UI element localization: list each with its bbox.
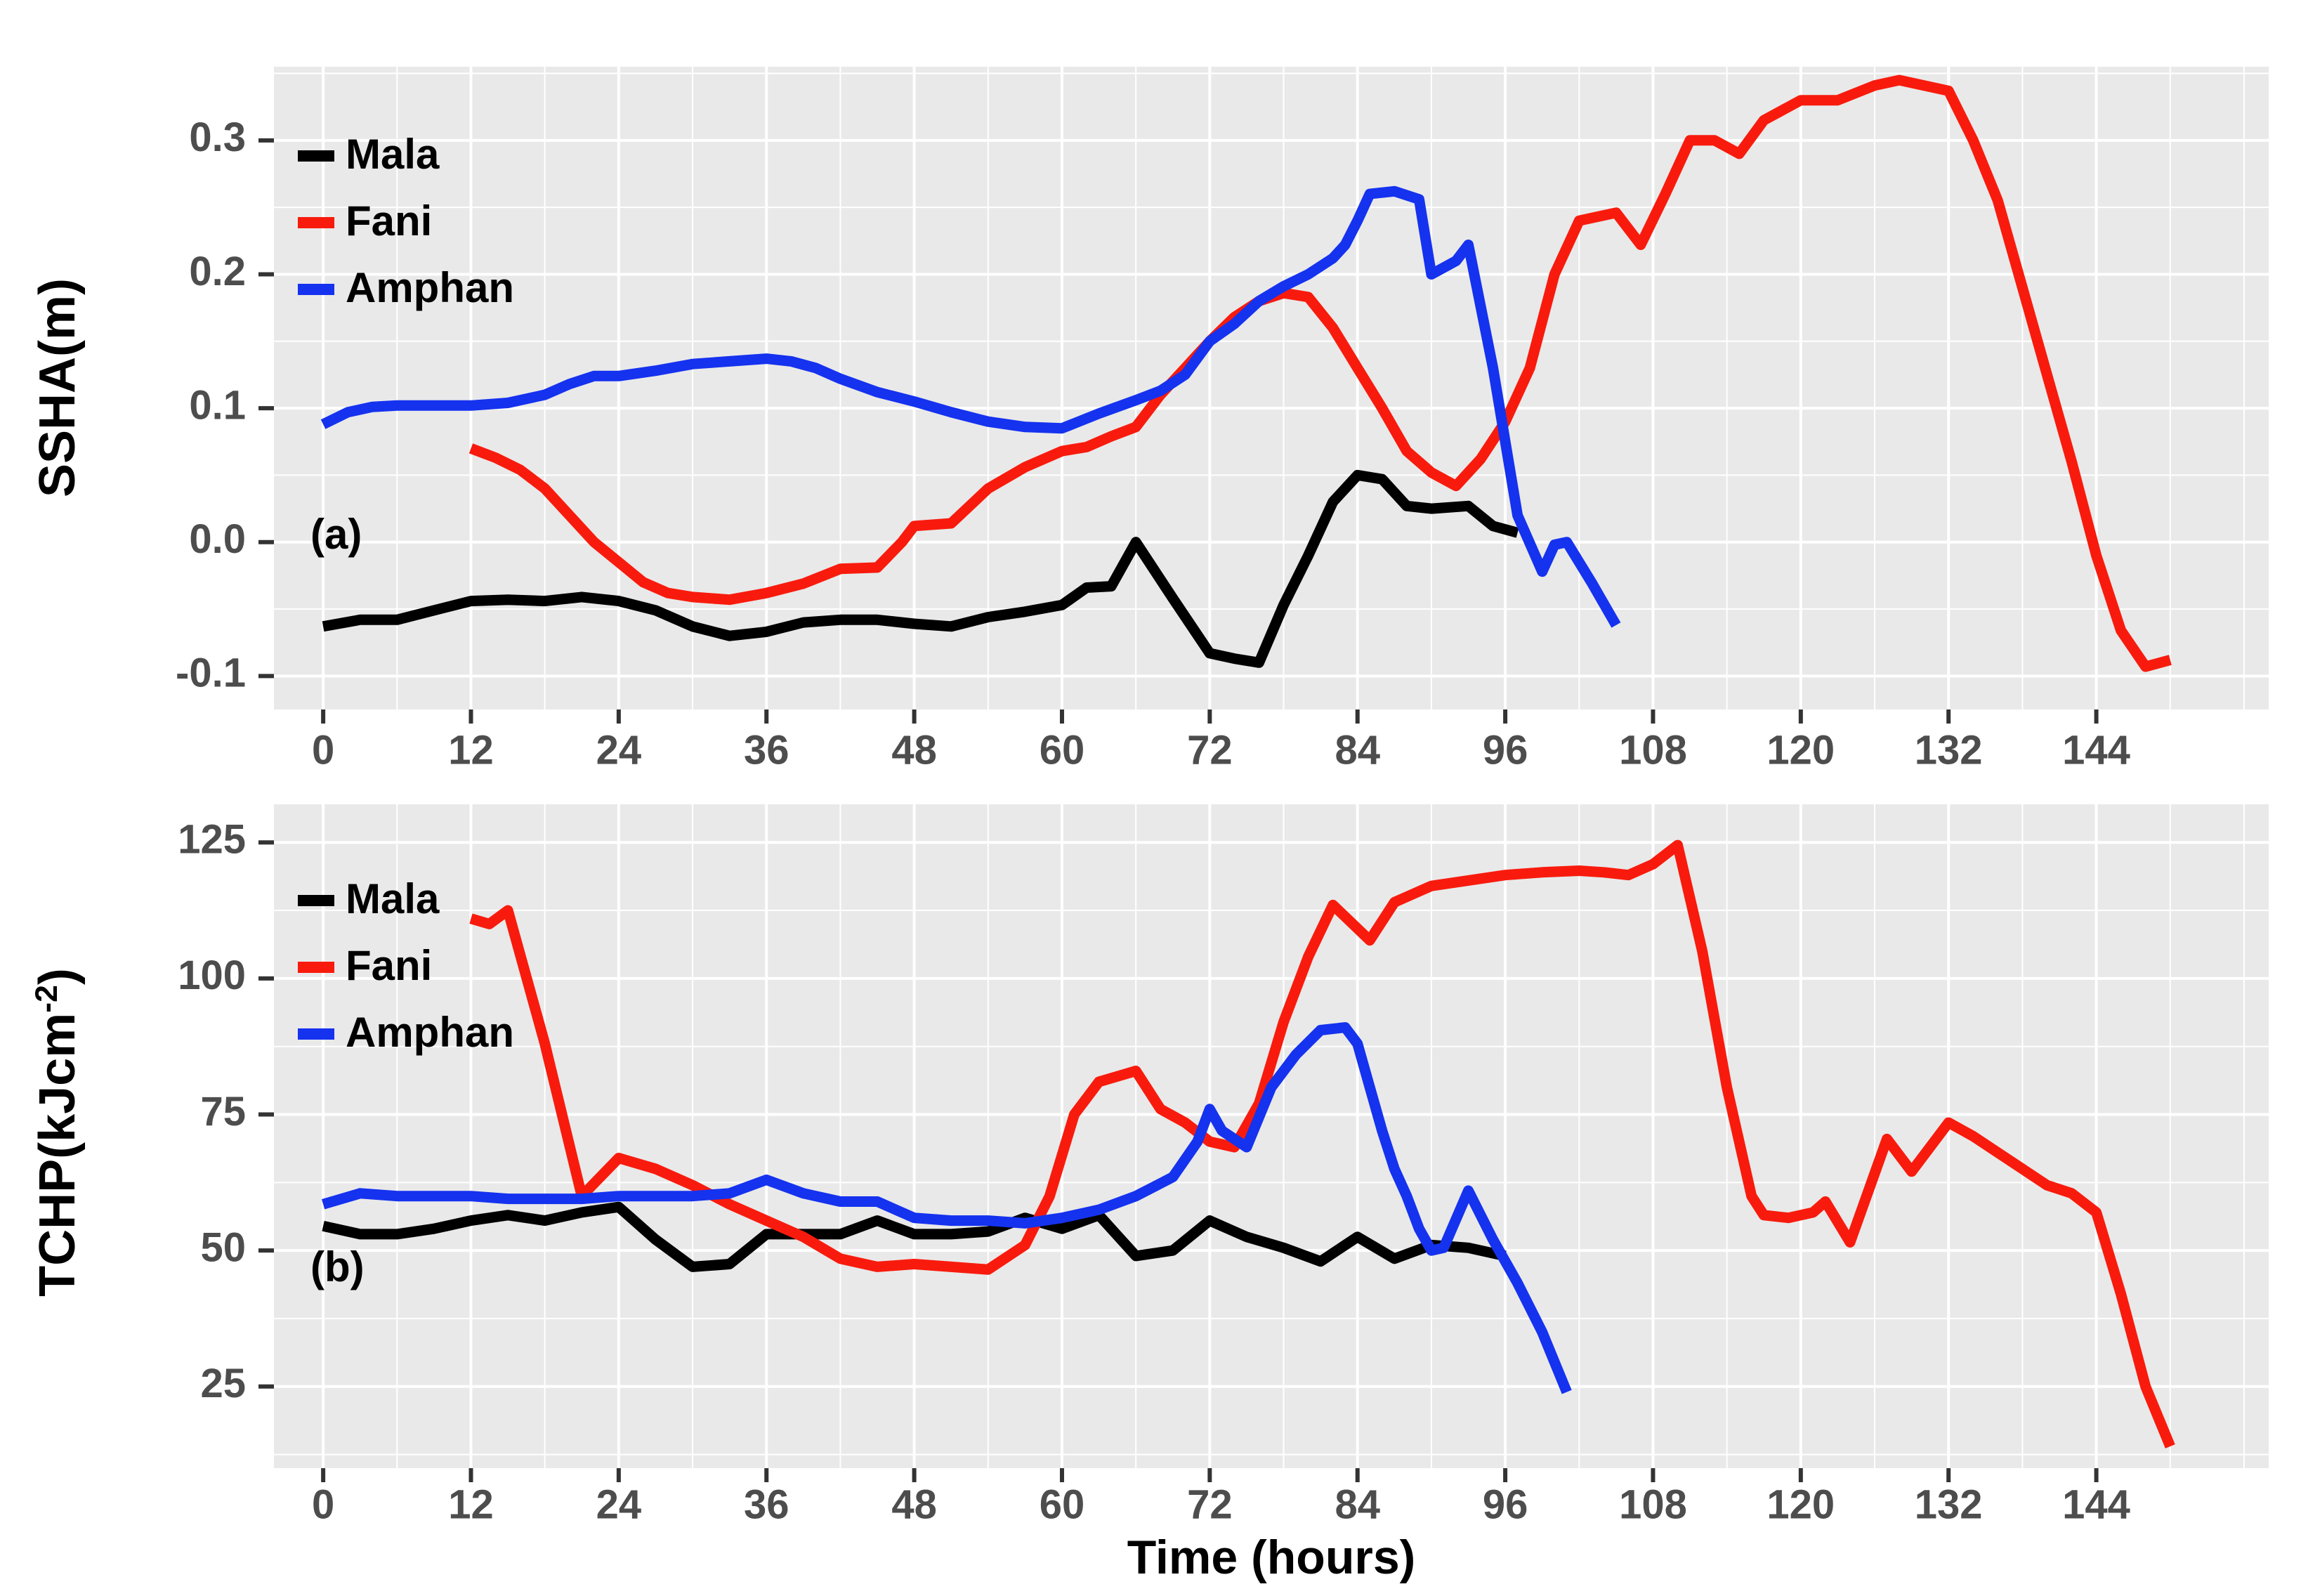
ssha-panel: 0 12 24 36 48 60 72 84 96 108 120 132 144 -0.1 0.0 0.1 0…	[176, 67, 2269, 773]
legend-label-amphan: Amphan	[346, 1009, 514, 1056]
y-axis-title-tchp-prefix: TCHP(kJcm	[29, 1012, 86, 1297]
y-tick-label: 25	[200, 1361, 246, 1406]
x-tick-label: 84	[1335, 727, 1380, 773]
x-tick-label: 96	[1483, 727, 1528, 773]
legend-swatch-fani	[298, 217, 334, 228]
legend-swatch-fani	[298, 962, 334, 973]
x-tick-label: 96	[1483, 1481, 1528, 1527]
x-tick-label: 72	[1187, 727, 1233, 773]
x-tick-label: 24	[596, 727, 642, 773]
x-tick-label: 84	[1335, 1481, 1380, 1527]
x-tick-label: 36	[744, 727, 789, 773]
y-axis-title-tchp-superscript: -2	[29, 985, 64, 1013]
y-tick-label: -0.1	[176, 650, 246, 696]
x-tick-label: 72	[1187, 1481, 1233, 1527]
series-line-mala	[322, 1201, 1507, 1272]
series-line-fani	[468, 74, 2172, 672]
x-tick-label: 36	[744, 1481, 789, 1527]
y-axis-title-ssha: SSHA(m)	[29, 278, 86, 497]
y-axis-title-tchp-suffix: )	[29, 968, 86, 986]
y-tick-label: 50	[200, 1224, 246, 1270]
x-tick-label: 120	[1766, 1481, 1835, 1527]
x-tick-label: 144	[2062, 727, 2130, 773]
tchp-panel: 0 12 24 36 48 60 72 84 96 108 120 132 144 25 50 75 100 12…	[178, 804, 2269, 1527]
y-tick-label: 0.0	[189, 516, 246, 562]
x-tick-label: 108	[1619, 1481, 1687, 1527]
y-axis-title-tchp: TCHP(kJcm-2)	[29, 968, 86, 1297]
legend-swatch-mala	[298, 895, 334, 906]
legend-label-fani: Fani	[346, 197, 432, 244]
series-line-fani	[469, 839, 2175, 1448]
y-axis-title-ssha-text: SSHA(m)	[29, 277, 86, 498]
x-tick-label: 60	[1040, 727, 1085, 773]
legend-swatch-amphan	[298, 284, 334, 295]
x-tick-label: 48	[891, 727, 937, 773]
x-tick-label: 48	[891, 1481, 937, 1527]
x-tick-label: 132	[1915, 727, 1983, 773]
panel-tag: (b)	[310, 1243, 365, 1290]
legend-label-mala: Mala	[346, 131, 440, 178]
y-tick-label: 0.2	[189, 249, 246, 294]
legend-label-amphan: Amphan	[346, 264, 514, 311]
y-tick-label: 0.3	[189, 115, 246, 160]
x-tick-label: 24	[596, 1481, 642, 1527]
legend-swatch-amphan	[298, 1028, 334, 1040]
x-tick-label: 12	[448, 727, 494, 773]
y-tick-label: 125	[178, 817, 246, 863]
series-line-mala	[322, 469, 1519, 668]
legend-swatch-mala	[298, 150, 334, 162]
x-tick-label: 108	[1619, 727, 1687, 773]
x-tick-label: 0	[312, 1481, 334, 1527]
y-tick-label: 100	[178, 953, 246, 998]
series-line-amphan	[320, 185, 1621, 628]
x-axis-title: Time (hours)	[1127, 1531, 1416, 1584]
series-line-amphan	[321, 1022, 1572, 1394]
x-tick-label: 60	[1040, 1481, 1085, 1527]
x-tick-label: 12	[448, 1481, 494, 1527]
x-tick-label: 132	[1915, 1481, 1983, 1527]
x-tick-label: 0	[312, 727, 334, 773]
legend-label-mala: Mala	[346, 875, 440, 922]
y-tick-label: 75	[200, 1089, 246, 1134]
x-tick-label: 144	[2062, 1481, 2130, 1527]
y-tick-label: 0.1	[189, 382, 246, 428]
x-tick-label: 120	[1766, 727, 1835, 773]
panel-tag: (a)	[310, 511, 362, 558]
legend-label-fani: Fani	[346, 942, 432, 989]
